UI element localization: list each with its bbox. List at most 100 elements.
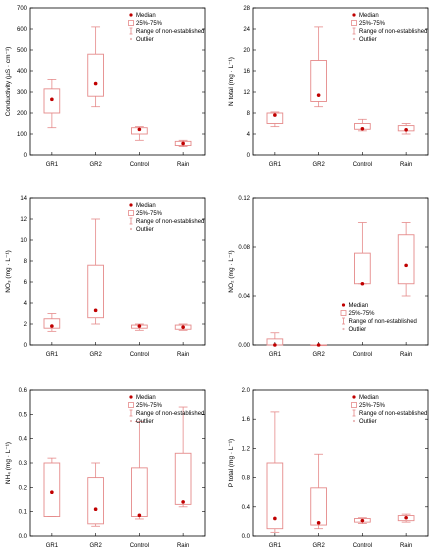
median-point — [316, 343, 321, 347]
x-tick-label: Rain — [400, 352, 412, 358]
chart-panel-5: 0.0 0.1 0.2 0.3 0.4 0.5 0.6 GR1 GR2 Control Rain NH… — [5, 388, 206, 549]
box-gr2 — [310, 453, 327, 530]
y-tick-label: 1.6 — [242, 417, 251, 423]
median-point — [404, 515, 408, 520]
y-tick-label: 8 — [24, 259, 28, 265]
y-tick-label: 100 — [17, 132, 28, 138]
legend-iqr-marker — [128, 20, 134, 26]
chart-panel-4: 0.00 0.04 0.08 0.12 GR1 GR2 Control Rain NO₂ (mg… — [228, 196, 429, 358]
plot-frame — [252, 7, 429, 156]
box-gr1 — [266, 411, 284, 533]
iqr-box — [174, 324, 192, 330]
legend-range-label: Range of non-established — [136, 29, 204, 35]
legend-outlier-marker — [129, 227, 133, 231]
legend: Median 25%-75% Range of non-established Out… — [340, 303, 417, 333]
legend: Median 25%-75% Range of non-established Out… — [128, 203, 204, 233]
box-gr1 — [43, 79, 61, 129]
legend-median-label: Median — [359, 395, 379, 401]
legend-iqr-label: 25%-75% — [136, 21, 163, 27]
y-axis-label: NH₄ (mg · L⁻¹) — [5, 442, 12, 484]
y-tick-label: 12 — [20, 217, 27, 223]
y-tick-label: 0.3 — [19, 461, 28, 467]
x-tick-label: GR1 — [269, 543, 282, 549]
iqr-box — [87, 264, 104, 319]
legend-iqr-label: 25%-75% — [349, 311, 376, 317]
box-gr2 — [310, 26, 327, 108]
iqr-box — [310, 60, 327, 102]
y-tick-label: 200 — [17, 111, 28, 117]
x-tick-label: Rain — [400, 543, 412, 549]
median-point — [50, 97, 54, 102]
y-tick-label: 300 — [17, 90, 28, 96]
x-tick-label: GR2 — [312, 162, 325, 168]
x-tick-label: GR2 — [312, 352, 325, 358]
box-control — [354, 222, 371, 286]
y-axis-label: NO₂ (mg · L⁻¹) — [228, 250, 235, 292]
legend-median-marker — [352, 13, 356, 17]
y-tick-label: 0.5 — [19, 412, 28, 418]
legend-median-marker — [129, 13, 133, 17]
x-tick-label: GR2 — [89, 352, 102, 358]
iqr-box — [131, 467, 148, 517]
y-tick-label: 28 — [243, 6, 250, 12]
median-point — [360, 281, 365, 286]
median-point — [137, 127, 142, 132]
y-tick-label: 6 — [24, 280, 28, 286]
iqr-box — [87, 53, 104, 97]
legend-outlier-marker — [129, 37, 133, 41]
median-point — [93, 308, 98, 313]
legend-outlier-marker — [342, 327, 345, 331]
iqr-box — [174, 140, 192, 147]
x-tick-label: GR2 — [89, 543, 102, 549]
x-tick-label: Rain — [177, 162, 189, 168]
iqr-box — [87, 477, 104, 525]
x-tick-label: GR2 — [89, 162, 102, 168]
box-control — [354, 517, 371, 524]
legend-iqr-label: 25%-75% — [359, 21, 386, 27]
y-axis-label: N total (mg · L⁻¹) — [228, 57, 235, 106]
x-tick-label: GR1 — [269, 162, 282, 168]
chart-panel-1: 0 100 200 300 400 500 600 700 GR1 GR2 Control Rain C… — [5, 6, 206, 168]
legend-iqr-label: 25%-75% — [136, 211, 163, 217]
box-gr2 — [87, 26, 104, 108]
median-point — [316, 521, 321, 525]
legend-median-marker — [341, 303, 346, 307]
plot-frame — [252, 197, 429, 346]
chart-panel-3: 0 2 4 6 8 10 12 14 GR1 GR2 Control Rain NO₃ (mg · L⁻… — [5, 196, 206, 358]
y-tick-label: 0.6 — [19, 388, 28, 394]
y-tick-label: 0.4 — [19, 437, 28, 443]
legend-iqr-label: 25%-75% — [359, 403, 386, 409]
y-axis-label: NO₃ (mg · L⁻¹) — [5, 250, 12, 293]
y-tick-label: 600 — [17, 27, 28, 33]
box-gr1 — [266, 332, 284, 347]
y-tick-label: 0 — [24, 343, 28, 349]
legend-outlier-label: Outlier — [136, 37, 154, 43]
y-axis-label: Conductivity (µS · cm⁻¹) — [5, 47, 12, 117]
y-tick-label: 0.08 — [238, 245, 250, 251]
legend-range-label: Range of non-established — [349, 319, 417, 325]
legend-median-label: Median — [136, 13, 156, 19]
x-tick-label: GR1 — [46, 162, 59, 168]
median-point — [404, 263, 408, 268]
x-tick-label: Control — [353, 162, 372, 168]
plot-frame — [252, 389, 429, 537]
median-point — [181, 325, 185, 329]
legend-range-label: Range of non-established — [359, 29, 427, 35]
legend-median-label: Median — [349, 303, 369, 309]
median-point — [93, 507, 98, 512]
legend-outlier-label: Outlier — [349, 327, 367, 333]
box-control — [131, 126, 148, 141]
legend-outlier-label: Outlier — [136, 227, 154, 233]
median-point — [181, 141, 185, 146]
x-tick-label: Rain — [177, 543, 189, 549]
median-point — [137, 324, 142, 328]
y-tick-label: 500 — [17, 48, 28, 54]
x-tick-label: Control — [130, 543, 149, 549]
legend-iqr-label: 25%-75% — [136, 403, 163, 409]
median-point — [181, 500, 185, 504]
box-control — [131, 323, 148, 331]
x-tick-label: GR2 — [312, 543, 325, 549]
y-tick-label: 0.1 — [19, 510, 28, 516]
iqr-box — [397, 515, 415, 522]
